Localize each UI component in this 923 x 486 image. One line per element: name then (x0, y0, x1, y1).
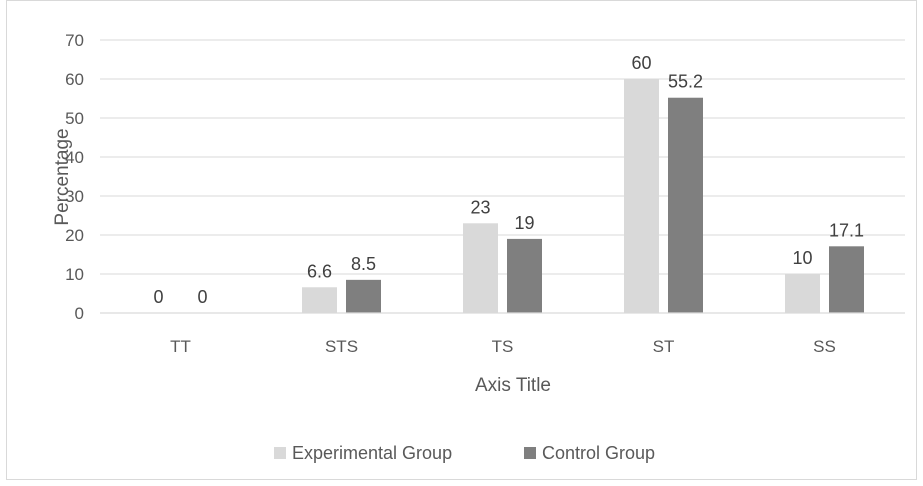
x-tick-label: TS (492, 337, 514, 356)
legend-swatch-control (524, 447, 536, 459)
x-tick-label: SS (813, 337, 836, 356)
data-label: 60 (631, 53, 651, 73)
data-label: 8.5 (351, 254, 376, 274)
x-tick-label: ST (653, 337, 675, 356)
bar-ss-control (829, 246, 864, 313)
data-label: 0 (153, 287, 163, 307)
bar-sts-experimental (302, 287, 337, 313)
legend-swatch-experimental (274, 447, 286, 459)
legend-label-control: Control Group (542, 443, 655, 463)
bars (302, 79, 864, 313)
y-tick-labels: 0 10 20 30 40 50 60 70 (65, 31, 84, 323)
y-axis-title: Percentage (52, 128, 73, 225)
data-labels: 0 0 6.6 8.5 23 19 60 55.2 10 17.1 (153, 53, 864, 307)
chart-border (6, 0, 917, 480)
bar-st-control (668, 97, 703, 313)
data-label: 17.1 (829, 220, 864, 240)
y-tick-label: 50 (65, 109, 84, 128)
data-label: 10 (792, 248, 812, 268)
y-tick-label: 30 (65, 187, 84, 206)
data-label: 19 (514, 213, 534, 233)
bar-ts-experimental (463, 223, 498, 313)
y-tick-label: 0 (75, 304, 84, 323)
data-label: 55.2 (668, 72, 703, 92)
y-tick-label: 20 (65, 226, 84, 245)
y-tick-label: 70 (65, 31, 84, 50)
bar-st-experimental (624, 79, 659, 313)
x-tick-labels: TT STS TS ST SS (170, 337, 836, 356)
x-tick-label: TT (170, 337, 191, 356)
bar-sts-control (346, 279, 381, 313)
y-tick-label: 40 (65, 148, 84, 167)
y-tick-label: 60 (65, 70, 84, 89)
legend-label-experimental: Experimental Group (292, 443, 452, 463)
data-label: 6.6 (307, 261, 332, 281)
bar-ss-experimental (785, 274, 820, 313)
data-label: 0 (197, 287, 207, 307)
y-tick-label: 10 (65, 265, 84, 284)
legend: Experimental Group Control Group (274, 443, 655, 463)
data-label: 23 (470, 197, 490, 217)
gridlines (100, 39, 905, 275)
bar-ts-control (507, 238, 542, 313)
x-tick-label: STS (325, 337, 358, 356)
x-axis-title: Axis Title (475, 375, 551, 396)
